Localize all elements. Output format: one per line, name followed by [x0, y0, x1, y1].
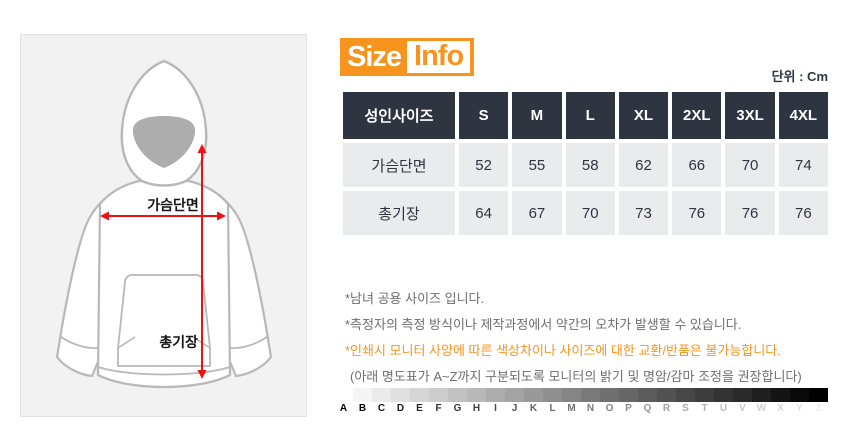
chest-measure-label: 가슴단면 — [147, 197, 199, 213]
gamma-letter: B — [358, 403, 367, 414]
gamma-segment — [695, 388, 714, 402]
gamma-segment — [676, 388, 695, 402]
notes-block: *남녀 공용 사이즈 입니다. *측정자의 측정 방식이나 제작과정에서 약간의… — [345, 289, 845, 393]
gamma-segment — [733, 388, 752, 402]
pocket — [117, 274, 211, 367]
size-value-cell: 58 — [565, 143, 615, 187]
gamma-segment — [581, 388, 600, 402]
size-row-label: 총기장 — [343, 191, 455, 235]
gamma-segment — [486, 388, 505, 402]
size-value-cell: 73 — [618, 191, 669, 235]
hoodie-diagram-panel: 가슴단면 총기장 — [20, 34, 307, 417]
gamma-segment — [353, 388, 372, 402]
size-column-header: S — [459, 92, 509, 139]
gamma-letter: S — [682, 403, 689, 414]
hem-line — [97, 366, 231, 376]
gamma-letter: J — [511, 403, 518, 414]
size-value-cell: 70 — [725, 143, 775, 187]
gamma-letter: U — [719, 403, 728, 414]
gamma-letter: F — [435, 403, 442, 414]
size-column-header: L — [565, 92, 615, 139]
gamma-letter: W — [756, 403, 767, 414]
gamma-segment — [410, 388, 429, 402]
gamma-segment — [467, 388, 486, 402]
note-gamma-advice: (아래 명도표가 A~Z까지 구분되도록 모니터의 밝기 및 명암/감마 조정을… — [350, 369, 802, 384]
gamma-segment — [543, 388, 562, 402]
size-value-cell: 74 — [778, 143, 828, 187]
size-value-cell: 76 — [725, 191, 775, 235]
logo-info-text: Info — [407, 41, 471, 73]
gamma-letter: V — [739, 403, 746, 414]
gamma-segment — [657, 388, 676, 402]
size-value-cell: 70 — [565, 191, 615, 235]
size-value-cell: 52 — [459, 143, 509, 187]
gamma-letter: C — [377, 403, 386, 414]
size-column-header: 3XL — [725, 92, 775, 139]
unit-label: 단위 : Cm — [771, 69, 828, 84]
gamma-letter: K — [529, 403, 538, 414]
gamma-segment — [809, 388, 828, 402]
size-table: 성인사이즈 S M L XL 2XL 3XL 4XL 가슴단면 52 55 58 62 66 70 74 총기장… — [343, 92, 828, 235]
gamma-segment — [752, 388, 771, 402]
size-value-cell: 67 — [512, 191, 562, 235]
length-arrow — [197, 144, 207, 379]
size-value-cell: 55 — [512, 143, 562, 187]
gamma-letter: N — [586, 403, 595, 414]
gamma-letter: H — [472, 403, 481, 414]
gamma-letter: X — [777, 403, 784, 414]
gamma-letter: G — [453, 403, 462, 414]
gamma-segment — [714, 388, 733, 402]
gamma-letter: R — [662, 403, 671, 414]
gamma-segment — [505, 388, 524, 402]
gamma-segment — [638, 388, 657, 402]
gamma-segment — [790, 388, 809, 402]
size-column-header: 2XL — [672, 92, 722, 139]
size-value-cell: 62 — [618, 143, 669, 187]
face-opening — [132, 116, 196, 168]
size-column-header: M — [512, 92, 562, 139]
gamma-segment — [619, 388, 638, 402]
size-info-logo: Size Info — [340, 38, 475, 76]
size-table-corner-header: 성인사이즈 — [343, 92, 455, 139]
gamma-segment — [372, 388, 391, 402]
gamma-letter: T — [701, 403, 708, 414]
gamma-letter: M — [567, 403, 576, 414]
gamma-letter: O — [605, 403, 614, 414]
gamma-segment — [524, 388, 543, 402]
gamma-segment — [429, 388, 448, 402]
gamma-letter: E — [416, 403, 423, 414]
gamma-letter: P — [625, 403, 632, 414]
gamma-letter: Y — [796, 403, 803, 414]
left-cuff-line — [60, 336, 100, 350]
size-value-cell: 76 — [672, 191, 722, 235]
gamma-segment — [448, 388, 467, 402]
gamma-letter: D — [396, 403, 405, 414]
gamma-letter: I — [494, 403, 497, 414]
note-tolerance: *측정자의 측정 방식이나 제작과정에서 약간의 오차가 발생할 수 있습니다. — [345, 317, 742, 332]
gamma-segment — [771, 388, 790, 402]
gamma-letter: L — [549, 403, 556, 414]
size-value-cell: 76 — [778, 191, 828, 235]
note-unisex: *남녀 공용 사이즈 입니다. — [345, 291, 485, 306]
gamma-segment — [562, 388, 581, 402]
hoodie-illustration — [55, 59, 273, 389]
gamma-letter: Z — [815, 403, 822, 414]
gamma-segment — [600, 388, 619, 402]
gamma-segment — [391, 388, 410, 402]
size-row-label: 가슴단면 — [343, 143, 455, 187]
size-column-header: 4XL — [778, 92, 828, 139]
gamma-letter: A — [339, 403, 348, 414]
size-value-cell: 64 — [459, 191, 509, 235]
gamma-strip — [334, 388, 828, 402]
logo-size-text: Size — [347, 40, 402, 73]
size-column-header: XL — [618, 92, 669, 139]
note-no-exchange: *인쇄시 모니터 사양에 따른 색상차이나 사이즈에 대한 교환/반품은 불가능… — [345, 343, 781, 358]
gamma-segment — [334, 388, 353, 402]
right-cuff-line — [228, 336, 268, 350]
size-value-cell: 66 — [672, 143, 722, 187]
length-measure-label: 총기장 — [159, 334, 198, 350]
gamma-letter: Q — [643, 403, 652, 414]
